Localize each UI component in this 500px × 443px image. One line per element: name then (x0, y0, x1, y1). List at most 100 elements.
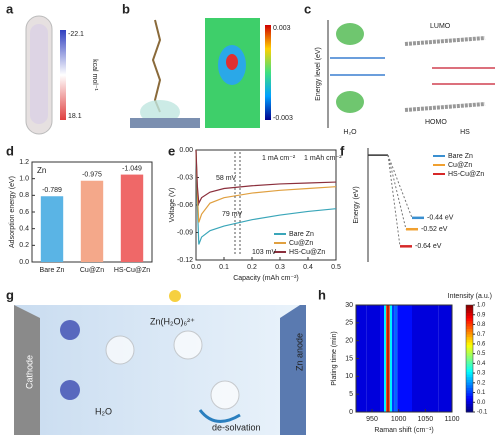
x-tick-label: 0.1 (219, 264, 229, 271)
colorbar-tick-label: 0.0 (477, 400, 486, 406)
x-tick-label: HS-Cu@Zn (114, 267, 150, 274)
electrode-label: Zn anode (294, 333, 304, 371)
heatmap-stripe (388, 305, 390, 412)
colorbar-label: -0.003 (273, 115, 293, 122)
annotation: 1 mA cm⁻² (262, 155, 296, 162)
y-tick-label: 15 (345, 355, 353, 362)
colorbar-segment (466, 387, 473, 392)
solvation-shell (105, 335, 135, 365)
heatmap-stripe (366, 305, 380, 412)
panel-label: c (304, 1, 311, 16)
colorbar-label: -22.1 (68, 31, 84, 38)
y-tick-label: 0 (349, 409, 353, 416)
y-tick-label: 10 (345, 373, 353, 380)
y-tick-label: 1.2 (19, 159, 29, 166)
x-tick-label: 1050 (418, 416, 434, 423)
charge-map (226, 54, 238, 70)
plot-frame (195, 149, 337, 261)
molecule (404, 102, 486, 112)
bar (120, 174, 144, 262)
value-label: -0.975 (82, 172, 102, 179)
legend-label: Cu@Zn (448, 162, 472, 169)
species-label: Zn(H₂O)₆²⁺ (150, 316, 195, 326)
colorbar-segment (466, 323, 473, 327)
process-label: de-solvation (212, 422, 261, 432)
colorbar-segment (466, 315, 473, 319)
x-tick-label: 0.2 (247, 264, 257, 271)
colorbar-segment (466, 371, 473, 376)
y-tick-label: -0.09 (177, 229, 193, 236)
colorbar-segment (466, 331, 473, 335)
colorbar-segment (466, 339, 473, 343)
colorbar-tick-label: 0.2 (477, 380, 486, 386)
panel-label: g (6, 287, 14, 302)
bar (40, 196, 64, 262)
axis-label: Adsorption energy (eV) (9, 176, 16, 248)
colorbar (60, 30, 66, 120)
colorbar-tick-label: 0.9 (477, 312, 486, 318)
y-tick-label: 0.6 (19, 209, 29, 216)
x-tick-label: 0.0 (191, 264, 201, 271)
axis-label: Energy (eV) (353, 186, 360, 223)
x-tick-label: 950 (366, 416, 378, 423)
value-label: -0.64 eV (415, 243, 442, 250)
colorbar-segment (466, 361, 473, 365)
colorbar-segment (466, 366, 473, 370)
legend-label: Bare Zn (448, 153, 473, 160)
colorbar-segment (466, 358, 473, 362)
value-label: -0.52 eV (421, 226, 448, 233)
x-tick-label: 0.4 (303, 264, 313, 271)
colorbar-unit: kcal mol⁻¹ (91, 59, 98, 91)
annotation: 79 mV (222, 211, 243, 218)
orbital (336, 23, 364, 45)
legend-label: HS-Cu@Zn (289, 249, 325, 256)
colorbar-segment (466, 353, 473, 357)
colorbar-segment (466, 345, 473, 349)
anode-plate (280, 305, 306, 435)
colorbar (265, 25, 271, 120)
y-tick-label: 30 (345, 302, 353, 309)
panel-label: d (6, 143, 14, 158)
connector (387, 155, 407, 230)
x-tick-label: Cu@Zn (80, 267, 104, 274)
panel-label: h (318, 287, 326, 302)
column-label: HS (460, 129, 470, 136)
value-label: -1.049 (122, 165, 142, 172)
heatmap-stripe (389, 305, 392, 412)
y-tick-label: 0.4 (19, 226, 29, 233)
heatmap-stripe (387, 305, 389, 412)
colorbar-segment (466, 382, 473, 386)
arrow (198, 409, 241, 423)
panel-b: 0.003 -0.003 (130, 18, 293, 128)
surface (130, 118, 200, 128)
colorbar-segment (466, 355, 473, 359)
y-tick-label: 1.0 (19, 176, 29, 183)
colorbar-tick-label: 0.5 (477, 351, 486, 357)
colorbar-segment (466, 379, 473, 384)
colorbar-segment (466, 377, 473, 381)
colorbar-segment (466, 403, 473, 408)
colorbar-tick-label: 0.1 (477, 390, 486, 396)
colorbar-segment (466, 321, 473, 325)
colorbar-tick-label: 0.7 (477, 332, 486, 338)
molecule (151, 19, 162, 113)
colorbar-segment (466, 350, 473, 354)
colorbar-label: 18.1 (68, 113, 82, 120)
colorbar-tick-label: 0.3 (477, 371, 486, 377)
x-tick-label: 0.5 (331, 264, 341, 271)
data-line (195, 149, 337, 206)
colorbar-title: Intensity (a.u.) (448, 293, 492, 300)
cathode-crystal (60, 320, 80, 340)
panel-g: Cathode Zn(H₂O)₆²⁺ H₂O de-solvation Zn a… (14, 290, 306, 435)
colorbar-segment (466, 363, 473, 368)
heatmap-stripe (438, 305, 452, 412)
colorbar-segment (466, 401, 473, 405)
colorbar-segment (466, 334, 473, 338)
colorbar-tick-label: 0.6 (477, 341, 486, 347)
y-tick-label: 0.0 (19, 259, 29, 266)
colorbar-segment (466, 329, 473, 333)
column-label: H₂O (343, 129, 357, 136)
colorbar-segment (466, 337, 473, 341)
heatmap-stripe (392, 305, 395, 412)
